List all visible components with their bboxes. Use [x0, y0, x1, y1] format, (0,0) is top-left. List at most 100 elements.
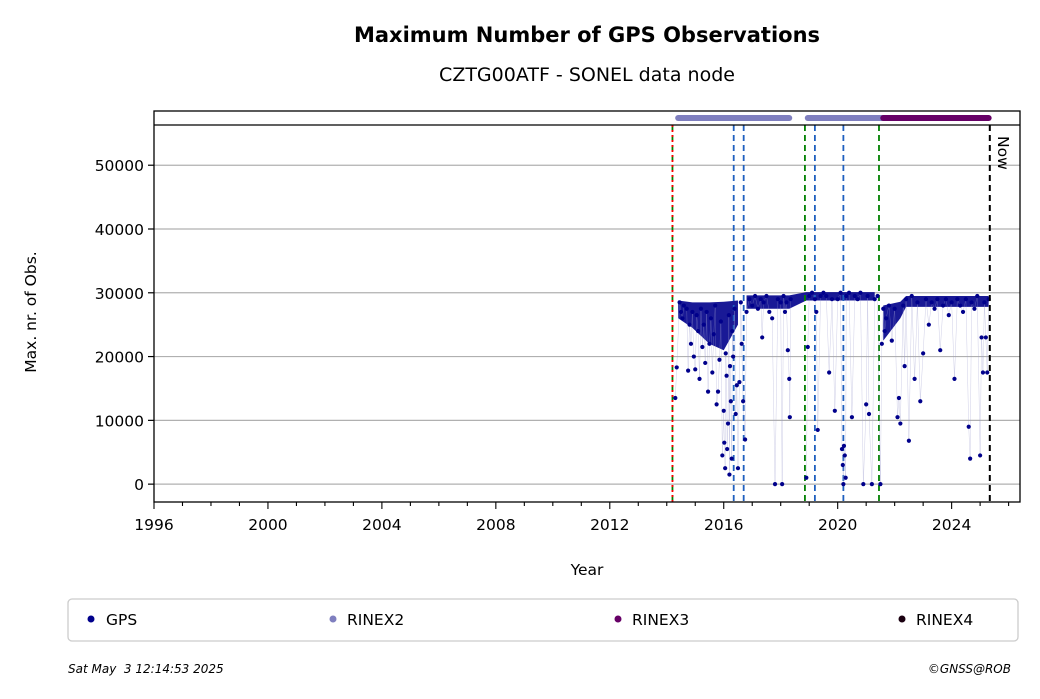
- gps-point: [972, 306, 977, 311]
- legend-label-gps: GPS: [106, 611, 137, 629]
- gps-point: [752, 293, 758, 299]
- x-tick-label: 2008: [476, 516, 515, 534]
- gps-point: [835, 297, 840, 302]
- gps-point: [678, 309, 684, 315]
- gps-point: [943, 297, 949, 302]
- chart-subtitle: CZTG00ATF - SONEL data node: [439, 64, 735, 86]
- legend-label-rinex2: RINEX2: [347, 611, 404, 629]
- gps-point: [918, 399, 923, 404]
- gps-point: [878, 482, 883, 487]
- gps-point: [884, 316, 889, 321]
- data-points: [673, 290, 991, 487]
- gps-point: [693, 367, 698, 372]
- x-tick-label: 2012: [590, 516, 629, 534]
- gps-point: [728, 399, 733, 404]
- gps-point: [861, 482, 866, 487]
- gps-point: [733, 411, 738, 417]
- gps-point: [735, 466, 741, 471]
- gps-point: [929, 300, 934, 305]
- gps-point: [975, 293, 980, 299]
- y-tick-label: 20000: [95, 349, 144, 367]
- gps-point: [839, 446, 845, 452]
- gps-point: [827, 370, 832, 375]
- gps-point: [770, 316, 775, 321]
- gps-point: [841, 482, 846, 487]
- gps-point: [684, 306, 689, 311]
- gps-point: [722, 440, 727, 445]
- chart-title: Maximum Number of GPS Observations: [354, 23, 820, 47]
- gps-point: [896, 395, 902, 401]
- gps-point: [758, 297, 763, 302]
- y-axis-label: Max. nr. of Obs.: [22, 251, 40, 372]
- gps-point: [895, 415, 900, 420]
- x-tick-label: 2004: [362, 516, 401, 534]
- gps-point: [787, 376, 792, 381]
- gps-point: [906, 438, 912, 443]
- gps-point: [841, 443, 847, 448]
- gps-point: [721, 408, 726, 413]
- gps-point: [723, 351, 728, 356]
- gps-point: [730, 328, 735, 334]
- gps-point: [923, 297, 929, 302]
- x-axis-label: Year: [570, 561, 604, 579]
- footer-timestamp: Sat May 3 12:14:53 2025: [68, 662, 224, 676]
- gps-point: [949, 300, 954, 305]
- gps-point: [681, 303, 686, 308]
- gps-point: [858, 290, 863, 295]
- gps-point: [946, 313, 951, 318]
- gps-point: [755, 306, 761, 311]
- gps-point: [760, 335, 765, 340]
- gps-point: [686, 368, 691, 373]
- gps-point: [701, 322, 706, 327]
- gps-point: [695, 328, 701, 334]
- gps-point: [938, 348, 943, 353]
- gps-point: [966, 424, 971, 429]
- gps-point: [846, 290, 852, 295]
- gps-point: [969, 300, 974, 305]
- gps-point: [892, 306, 897, 311]
- gps-point: [903, 297, 909, 302]
- gps-point: [713, 303, 718, 308]
- gps-point: [673, 395, 678, 401]
- gps-point: [725, 446, 730, 452]
- gps-point: [958, 303, 963, 308]
- gps-point: [898, 421, 903, 426]
- gps-point: [704, 309, 709, 315]
- legend-marker-rinex2: [329, 615, 337, 623]
- gps-point: [725, 421, 731, 426]
- gps-point: [698, 306, 704, 311]
- y-axis-ticks: 0 10000 20000 30000 40000 50000: [95, 157, 154, 494]
- gps-point: [780, 482, 785, 487]
- now-label: Now: [994, 136, 1012, 170]
- gps-point: [814, 309, 819, 315]
- legend-box: [67, 598, 1019, 642]
- gps-point: [960, 309, 966, 315]
- gps-point: [980, 370, 986, 375]
- gps-point: [912, 376, 917, 381]
- gps-point: [723, 466, 728, 471]
- legend-marker-rinex4: [898, 615, 906, 623]
- gps-point: [747, 297, 752, 302]
- y-tick-label: 0: [134, 476, 144, 494]
- gps-point: [842, 453, 847, 458]
- gps-point: [688, 341, 694, 346]
- gps-point: [882, 328, 887, 334]
- gps-point: [818, 293, 823, 299]
- legend-label-rinex4: RINEX4: [916, 611, 973, 629]
- gps-point: [921, 351, 926, 356]
- gps-point: [915, 300, 920, 305]
- gps-point: [838, 290, 843, 295]
- gps-point: [697, 376, 702, 381]
- gps-point: [705, 389, 711, 394]
- gps-point: [764, 293, 769, 299]
- gps-point: [694, 313, 699, 318]
- gps-point: [840, 462, 845, 468]
- gps-point: [778, 300, 783, 305]
- gps-point: [727, 472, 732, 477]
- gps-point: [812, 297, 817, 302]
- gps-point: [785, 348, 790, 353]
- gps-point: [739, 341, 744, 346]
- gps-point: [772, 482, 778, 487]
- gps-point: [864, 402, 869, 407]
- gps-point: [674, 365, 679, 370]
